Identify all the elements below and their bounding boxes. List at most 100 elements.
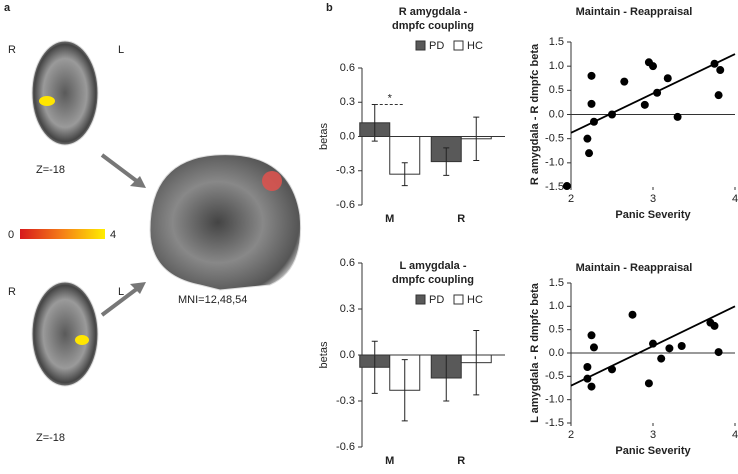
chart-title: Maintain - Reappraisal [576,262,693,274]
y-tick-label: 0.0 [340,349,355,361]
chart-title: dmpfc coupling [392,20,474,32]
activation [39,96,55,106]
legend-swatch [415,40,426,51]
axial-slice [31,40,99,146]
chart-title: L amygdala - [399,260,466,272]
y-tick-label: 1.0 [549,60,564,72]
y-tick-label: -0.3 [336,165,355,177]
y-tick-label: -0.6 [336,199,355,211]
error-bar [401,359,408,422]
axial-slice [31,281,99,387]
y-tick-label: -0.3 [336,395,355,407]
point [587,382,596,391]
error-bar [473,329,480,396]
y-tick-label: 0.6 [340,257,355,269]
point [710,321,719,330]
side-label: R [8,44,16,56]
x-tick-label: 2 [568,193,574,205]
point [587,331,596,340]
y-tick-label: 0.3 [340,96,355,108]
point [589,343,598,352]
y-tick-label: -0.6 [336,441,355,453]
error-bar [371,340,378,394]
x-tick-label: 2 [568,429,574,441]
point [583,363,592,371]
legend-swatch [453,40,464,51]
y-tick-label: 0.0 [340,130,355,142]
y-axis-label: betas [318,341,330,368]
y-tick-label: -0.5 [545,133,564,145]
legend-swatch [453,294,464,305]
x-tick-label: 3 [650,429,656,441]
y-axis-label: L amygdala - R dmpfc beta [529,282,541,423]
fit-line [570,53,736,134]
legend-label: PD [429,40,444,52]
point [663,74,672,83]
activation [75,335,89,345]
arrow [100,153,144,187]
y-tick-label: -1.0 [545,157,564,169]
sagittal-slice [149,154,302,291]
panel-a: a R L Z=-18 0 4 R L Z=-18 MNI=12,48,54 b [4,2,333,444]
chart-title: Maintain - Reappraisal [576,6,693,18]
arrow-head [130,176,146,188]
y-tick-label: 0.3 [340,303,355,315]
x-tick-label: M [385,455,394,467]
error-bar [443,147,450,176]
fit-line [570,305,736,387]
point [657,354,666,363]
point [644,379,653,388]
significance-label: * [388,92,393,104]
x-tick-label: 3 [650,193,656,205]
panel-label: a [4,2,11,14]
y-tick-label: 0.6 [340,62,355,74]
y-tick-label: 0.0 [549,108,564,120]
point [716,66,725,75]
chart-title: dmpfc coupling [392,274,474,286]
arrow-head [130,282,146,294]
point [587,71,596,80]
colorbar [20,229,105,239]
x-tick-label: R [457,455,465,467]
x-tick-label: R [457,213,465,225]
y-tick-label: 1.5 [549,277,564,289]
y-tick-label: 0.5 [549,324,564,336]
point [649,62,657,71]
legend-label: HC [467,294,483,306]
y-tick-label: -1.5 [545,417,564,429]
point [620,77,629,86]
side-label: L [118,286,124,298]
legend-label: HC [467,40,483,52]
x-tick-label: 4 [732,193,738,205]
y-axis-label: betas [318,123,330,150]
side-label: R [8,286,16,298]
y-tick-label: 1.5 [549,36,564,48]
y-tick-label: 1.0 [549,300,564,312]
slice-label: MNI=12,48,54 [178,294,247,306]
slice-label: Z=-18 [36,164,65,176]
arrow [100,283,144,317]
y-tick-label: -0.5 [545,370,564,382]
point [585,149,594,158]
error-bar [473,116,480,161]
point [628,310,637,319]
roi [262,171,282,191]
side-label: L [118,44,124,56]
chart-title: R amygdala - [399,6,468,18]
x-axis-label: Panic Severity [615,445,691,457]
error-bar [401,162,408,187]
legend-label: PD [429,294,444,306]
point [714,91,723,100]
point [587,99,596,108]
point [583,134,592,143]
point [640,100,649,109]
y-tick-label: -1.5 [545,181,564,193]
point [673,112,682,121]
point [677,342,686,350]
slice-label: Z=-18 [36,432,65,444]
x-axis-label: Panic Severity [615,209,691,221]
panel-label: b [326,2,333,14]
y-tick-label: -1.0 [545,394,564,406]
point [665,344,674,353]
